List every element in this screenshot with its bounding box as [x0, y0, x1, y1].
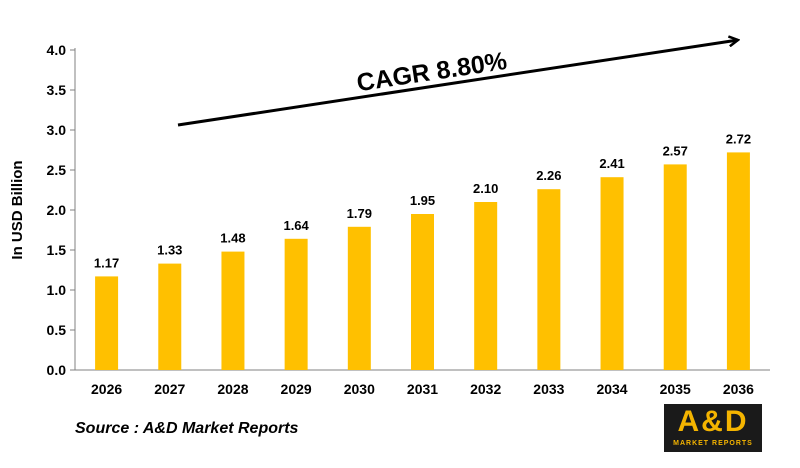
bar [158, 263, 182, 370]
y-tick-label: 0.5 [47, 322, 67, 338]
x-tick-label: 2035 [660, 381, 691, 397]
x-tick-label: 2030 [344, 381, 375, 397]
bar [95, 276, 119, 370]
ad-logo: A&D MARKET REPORTS [664, 404, 762, 452]
y-tick-label: 3.0 [47, 122, 67, 138]
x-tick-label: 2028 [217, 381, 248, 397]
data-label: 1.79 [347, 206, 372, 221]
cagr-arrow [177, 40, 738, 127]
axes: 0.0 0.5 1.0 1.5 2.0 2.5 3.0 3.5 4.0 [47, 42, 770, 378]
x-tick-label: 2029 [281, 381, 312, 397]
source-note: Source : A&D Market Reports [75, 420, 299, 437]
x-tick-label: 2031 [407, 381, 438, 397]
bar [284, 238, 308, 370]
bar [663, 164, 687, 370]
x-tick-label: 2026 [91, 381, 122, 397]
y-tick-label: 2.0 [47, 202, 67, 218]
y-tick-label: 2.5 [47, 162, 67, 178]
data-label: 1.33 [157, 243, 182, 258]
data-label: 2.26 [536, 168, 561, 183]
bar [537, 189, 561, 370]
x-tick-label: 2034 [596, 381, 627, 397]
x-tick-label: 2036 [723, 381, 754, 397]
data-label: 2.72 [726, 131, 751, 146]
cagr-label: CAGR 8.80% [355, 47, 509, 97]
y-tick-label: 4.0 [47, 42, 67, 58]
y-tick-label: 3.5 [47, 82, 67, 98]
bar [726, 152, 750, 370]
data-label: 1.17 [94, 255, 119, 270]
y-tick-label: 0.0 [47, 362, 67, 378]
x-tick-label: 2027 [154, 381, 185, 397]
x-tick-label: 2033 [533, 381, 564, 397]
bar [474, 202, 498, 370]
data-label: 2.57 [663, 143, 688, 158]
bar [347, 226, 371, 370]
labels-group: 1.17 2026 1.33 2027 1.48 2028 1.64 2029 1.79 2030… [91, 131, 754, 397]
bar [221, 251, 245, 370]
y-tick-label: 1.0 [47, 282, 67, 298]
data-label: 2.41 [599, 156, 624, 171]
logo-text: A&D [677, 405, 749, 438]
data-label: 1.95 [410, 193, 435, 208]
data-label: 2.10 [473, 181, 498, 196]
bar [411, 214, 434, 370]
y-axis-title: In USD Billion [9, 160, 26, 259]
x-tick-label: 2032 [470, 381, 501, 397]
data-label: 1.64 [283, 218, 309, 233]
data-label: 1.48 [220, 231, 245, 246]
logo-subtext: MARKET REPORTS [673, 440, 753, 447]
bars-group [95, 152, 750, 370]
bar [600, 177, 624, 370]
y-tick-label: 1.5 [47, 242, 67, 258]
